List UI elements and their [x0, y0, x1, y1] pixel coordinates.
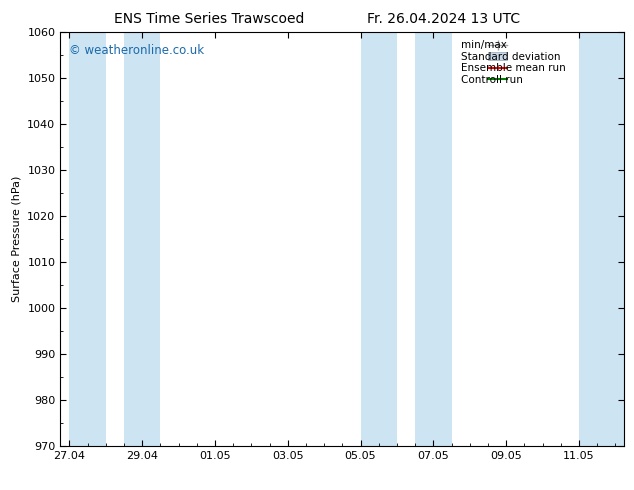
Text: ENS Time Series Trawscoed: ENS Time Series Trawscoed — [114, 12, 304, 26]
Y-axis label: Surface Pressure (hPa): Surface Pressure (hPa) — [11, 176, 22, 302]
Legend: min/max, Standard deviation, Ensemble mean run, Controll run: min/max, Standard deviation, Ensemble me… — [486, 37, 619, 88]
Bar — [579, 32, 624, 446]
Bar — [361, 32, 397, 446]
Bar — [69, 32, 106, 446]
Bar — [415, 32, 451, 446]
Bar — [124, 32, 160, 446]
Text: © weatheronline.co.uk: © weatheronline.co.uk — [68, 44, 204, 57]
Text: Fr. 26.04.2024 13 UTC: Fr. 26.04.2024 13 UTC — [367, 12, 521, 26]
